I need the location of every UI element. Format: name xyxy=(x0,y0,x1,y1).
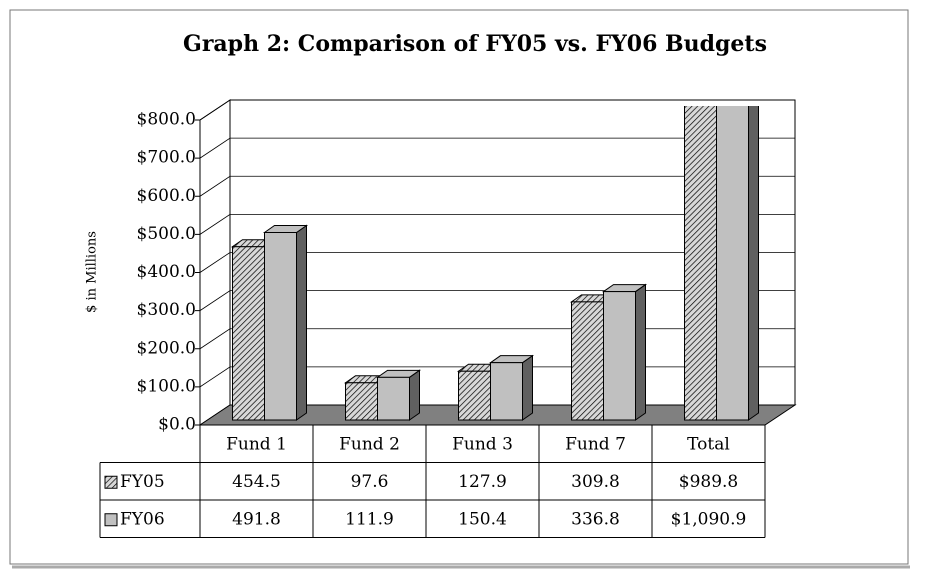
bar xyxy=(603,291,636,421)
bar xyxy=(232,246,265,421)
x-tick-label: Total xyxy=(687,434,730,454)
table-value: 111.9 xyxy=(345,509,394,529)
bar xyxy=(345,382,378,421)
bar xyxy=(458,370,491,421)
bar xyxy=(716,106,749,421)
bars xyxy=(230,0,759,421)
grid-line xyxy=(199,213,795,235)
table-value: 309.8 xyxy=(571,472,620,492)
table-value: 150.4 xyxy=(458,509,507,529)
bar-side xyxy=(635,283,646,421)
bar-side xyxy=(296,224,307,421)
grid-line xyxy=(199,175,795,197)
chart-title: Graph 2: Comparison of FY05 vs. FY06 Bud… xyxy=(183,31,767,57)
grid-line xyxy=(199,99,795,121)
y-tick-label: $0.0 xyxy=(158,415,196,435)
y-tick-label: $100.0 xyxy=(137,376,196,396)
bar xyxy=(490,362,523,421)
legend-key xyxy=(104,513,118,527)
bar xyxy=(377,376,410,421)
y-tick-label: $600.0 xyxy=(137,186,196,206)
y-tick-label: $300.0 xyxy=(137,300,196,320)
table-value: 491.8 xyxy=(232,509,281,529)
x-tick-label: Fund 2 xyxy=(339,434,400,454)
y-tick-label: $800.0 xyxy=(137,110,196,130)
y-tick-label: $700.0 xyxy=(137,148,196,168)
bar-top xyxy=(717,0,759,4)
table-value: 127.9 xyxy=(458,472,507,492)
table-value: 336.8 xyxy=(571,509,620,529)
bar-side xyxy=(522,354,533,421)
table-value: 454.5 xyxy=(232,472,281,492)
x-tick-label: Fund 3 xyxy=(452,434,513,454)
bar xyxy=(571,301,604,421)
x-tick-label: Fund 7 xyxy=(565,434,626,454)
y-axis-label: $ in Millions xyxy=(85,231,100,313)
table-value: 97.6 xyxy=(351,472,389,492)
y-tick-label: $400.0 xyxy=(137,262,196,282)
grid-line xyxy=(199,137,795,159)
table-value: $1,090.9 xyxy=(671,509,747,529)
y-tick-label: $500.0 xyxy=(137,224,196,244)
legend-label: FY05 xyxy=(120,472,165,492)
bar-side xyxy=(409,369,420,421)
grid-line xyxy=(199,252,795,273)
legend-key xyxy=(104,475,118,489)
y-tick-label: $200.0 xyxy=(137,338,196,358)
x-tick-label: Fund 1 xyxy=(226,434,287,454)
table-value: $989.8 xyxy=(679,472,738,492)
legend-label: FY06 xyxy=(120,509,165,529)
bar xyxy=(264,232,297,421)
